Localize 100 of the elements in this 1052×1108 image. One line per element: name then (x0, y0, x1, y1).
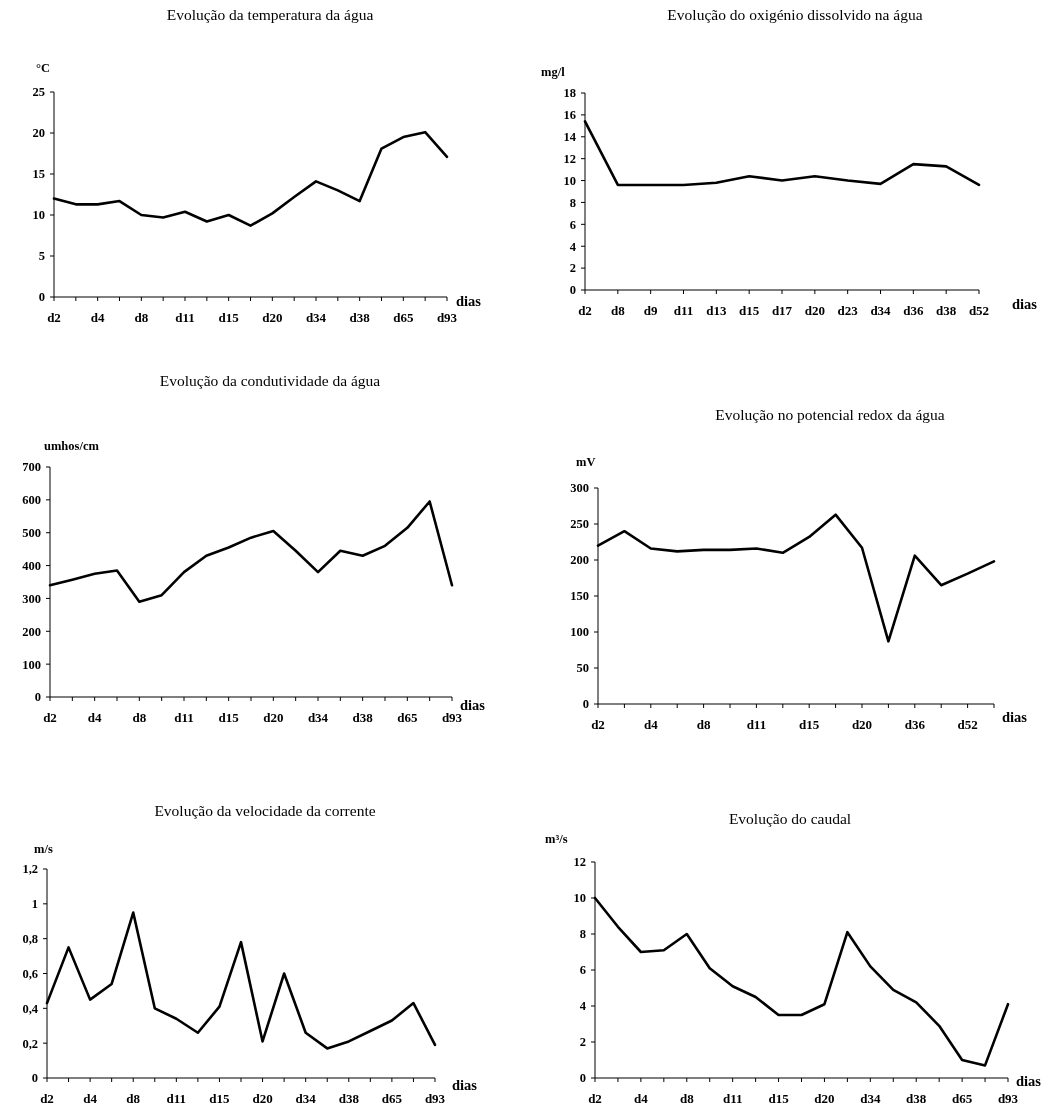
y-tick-label: 16 (563, 108, 576, 123)
y-tick-label: 12 (573, 855, 586, 870)
y-tick-label: 0,8 (22, 932, 38, 947)
y-tick-label: 15 (32, 167, 45, 182)
x-tick-label: d11 (174, 710, 194, 725)
x-tick-label: d34 (870, 303, 892, 318)
x-tick-label: d93 (424, 1091, 446, 1106)
y-axis-title: °C (36, 61, 51, 75)
x-tick-label: d15 (218, 310, 240, 325)
y-tick-label: 50 (576, 661, 589, 676)
y-tick-label: 400 (22, 558, 41, 573)
chart-title: Evolução da condutividade da água (159, 372, 381, 389)
x-tick-label: d11 (746, 717, 767, 732)
x-tick-label: d8 (126, 1091, 141, 1106)
x-tick-label: d17 (771, 303, 793, 318)
x-tick-label: d8 (679, 1091, 695, 1106)
x-tick-label: d38 (352, 710, 374, 725)
x-tick-label: d20 (804, 303, 825, 318)
x-axis-title: dias (456, 293, 482, 309)
x-tick-label: d20 (252, 1091, 273, 1106)
chart-title: Evolução do oxigénio dissolvido na água (667, 6, 923, 23)
x-tick-label: d65 (381, 1091, 403, 1106)
y-axis-title: umhos/cm (44, 439, 100, 453)
x-tick-label: d93 (441, 710, 463, 725)
x-tick-label: d38 (349, 310, 371, 325)
x-tick-label: d11 (673, 303, 694, 318)
x-tick-label: d8 (132, 710, 147, 725)
x-axis-title: dias (452, 1077, 478, 1093)
y-tick-label: 600 (22, 493, 41, 508)
y-tick-label: 700 (22, 460, 41, 475)
y-tick-label: 2 (579, 1035, 586, 1050)
x-tick-label: d52 (968, 303, 990, 318)
y-tick-label: 200 (570, 553, 589, 568)
y-tick-label: 100 (22, 657, 41, 672)
x-tick-label: d38 (906, 1091, 927, 1106)
x-tick-label: d65 (397, 710, 418, 725)
y-tick-label: 0 (38, 290, 45, 305)
y-axis-title: mg/l (541, 65, 566, 79)
x-tick-label: d36 (904, 717, 926, 732)
y-tick-label: 0,4 (22, 1001, 39, 1016)
y-tick-label: 1 (31, 897, 38, 912)
y-tick-label: 10 (32, 208, 45, 223)
y-tick-label: 150 (570, 589, 589, 604)
y-tick-label: 14 (563, 130, 577, 145)
y-tick-label: 500 (22, 526, 41, 541)
chart-title: Evolução no potencial redox da água (715, 406, 945, 423)
x-tick-label: d11 (166, 1091, 187, 1106)
y-tick-label: 10 (563, 173, 576, 188)
chart-title: Evolução do caudal (728, 810, 852, 827)
y-tick-label: 200 (22, 624, 41, 639)
x-tick-label: d2 (40, 1091, 54, 1106)
x-tick-label: d4 (87, 710, 103, 725)
y-tick-label: 12 (563, 152, 576, 167)
x-tick-label: d34 (860, 1091, 881, 1106)
x-tick-label: d15 (799, 717, 820, 732)
y-tick-label: 100 (570, 625, 589, 640)
x-tick-label: d4 (83, 1091, 98, 1106)
y-tick-label: 2 (569, 261, 576, 276)
y-tick-label: 1,2 (22, 862, 38, 877)
y-tick-label: 8 (569, 195, 576, 210)
x-tick-label: d52 (957, 717, 978, 732)
y-tick-label: 0 (579, 1071, 586, 1086)
x-axis-title: dias (1002, 709, 1028, 725)
x-tick-label: d93 (436, 310, 458, 325)
x-tick-label: d2 (588, 1091, 602, 1106)
x-tick-label: d2 (591, 717, 605, 732)
x-tick-label: d8 (610, 303, 626, 318)
y-tick-label: 6 (569, 217, 576, 232)
x-tick-label: d15 (209, 1091, 231, 1106)
x-tick-label: d34 (307, 710, 329, 725)
y-tick-label: 6 (579, 963, 586, 978)
x-tick-label: d93 (997, 1091, 1019, 1106)
x-tick-label: d15 (218, 710, 240, 725)
x-tick-label: d38 (338, 1091, 360, 1106)
y-tick-label: 0 (34, 690, 41, 705)
y-tick-label: 4 (569, 239, 577, 254)
y-axis-title: m³/s (545, 832, 568, 846)
x-axis-title: dias (1016, 1073, 1042, 1089)
x-tick-label: d2 (578, 303, 592, 318)
y-tick-label: 8 (579, 927, 586, 942)
x-tick-label: d4 (643, 717, 659, 732)
y-tick-label: 300 (570, 481, 589, 496)
x-tick-label: d4 (634, 1091, 649, 1106)
x-tick-label: d36 (903, 303, 924, 318)
x-tick-label: d15 (739, 303, 760, 318)
x-axis-title: dias (1012, 296, 1038, 312)
y-tick-label: 20 (32, 126, 45, 141)
x-tick-label: d65 (951, 1091, 973, 1106)
y-tick-label: 0 (569, 283, 576, 298)
x-tick-label: d4 (90, 310, 106, 325)
x-tick-label: d23 (837, 303, 859, 318)
y-tick-label: 10 (573, 891, 586, 906)
x-axis-title: dias (460, 697, 486, 713)
x-tick-label: d2 (43, 710, 57, 725)
y-tick-label: 300 (22, 591, 41, 606)
x-tick-label: d11 (175, 310, 195, 325)
x-tick-label: d20 (851, 717, 873, 732)
y-tick-label: 0 (582, 697, 589, 712)
chart-title: Evolução da temperatura da água (166, 6, 374, 23)
y-tick-label: 25 (32, 85, 45, 100)
